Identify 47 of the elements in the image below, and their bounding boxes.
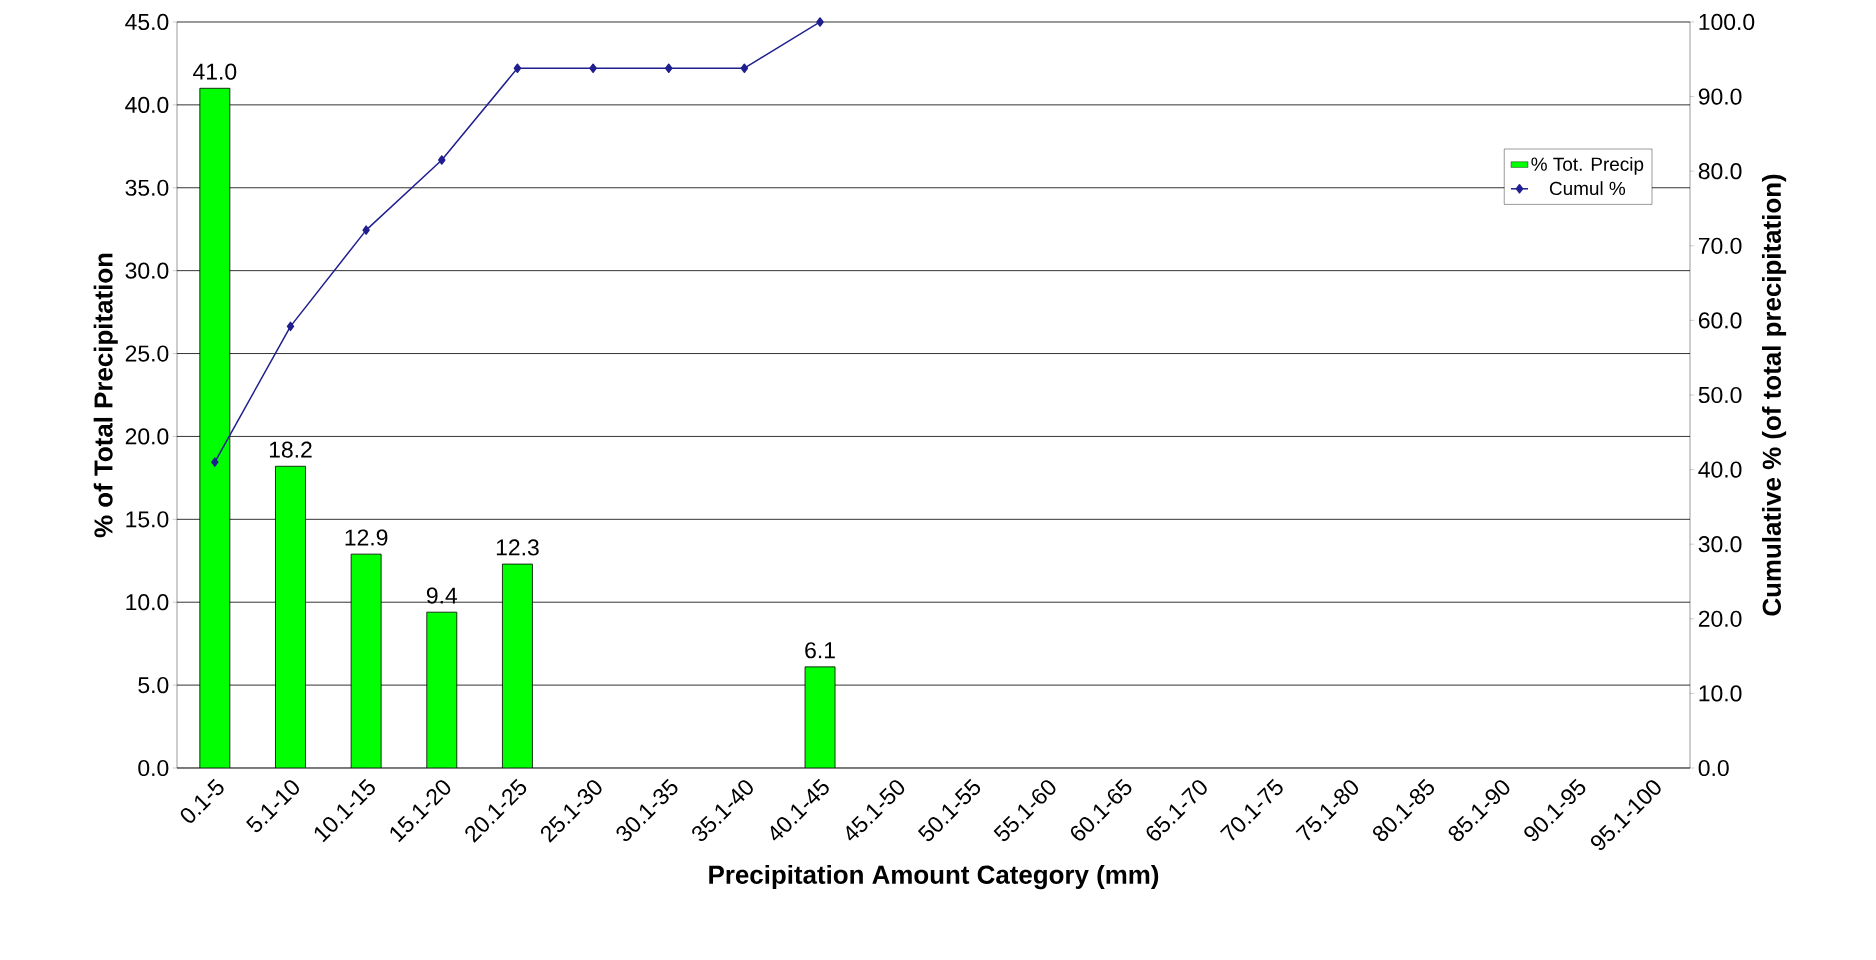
y-tick-label: 10.0 <box>126 594 169 611</box>
data-label: 41.0 <box>193 63 237 80</box>
bar <box>502 563 533 768</box>
data-label: 12.3 <box>496 539 539 556</box>
point <box>438 155 446 165</box>
data-label: 6.1 <box>805 642 835 659</box>
point <box>211 457 219 467</box>
legend-label: % Tot. Precip <box>1531 156 1644 175</box>
y2-axis-title: Cumulative % (of total precipitation) <box>1761 174 1787 616</box>
bar <box>804 666 836 768</box>
y-tick-label: 25.0 <box>125 345 169 362</box>
bar <box>350 553 382 768</box>
y2-tick-label: 90.0 <box>1698 88 1742 105</box>
y2-tick-label: 80.0 <box>1698 163 1742 180</box>
point <box>664 63 673 73</box>
data-label: 18.2 <box>269 441 312 458</box>
point <box>513 63 522 73</box>
point <box>816 17 824 27</box>
y2-tick-label: 70.0 <box>1698 237 1742 254</box>
y-tick-label: 30.0 <box>125 262 169 279</box>
y-tick-label: 0.0 <box>138 759 169 777</box>
y2-tick-label: 60.0 <box>1698 312 1742 329</box>
y-tick-label: 35.0 <box>125 179 169 196</box>
data-label: 12.9 <box>345 529 388 546</box>
y2-tick-label: 40.0 <box>1698 461 1742 478</box>
y-tick-label: 40.0 <box>125 96 169 113</box>
bar <box>199 87 231 768</box>
point <box>286 321 295 332</box>
y-tick-label: 45.0 <box>125 13 169 31</box>
y2-tick-label: 30.0 <box>1698 536 1742 553</box>
y-tick-label: 15.0 <box>126 511 169 528</box>
y2-tick-label: 20.0 <box>1698 610 1742 627</box>
point <box>362 225 370 235</box>
bar <box>426 611 458 768</box>
y-tick-label: 5.0 <box>138 676 169 694</box>
y-tick-label: 20.0 <box>125 428 169 445</box>
point <box>740 63 749 73</box>
y2-tick-label: 50.0 <box>1698 386 1742 404</box>
y2-tick-label: 10.0 <box>1699 685 1742 702</box>
data-label: 9.4 <box>426 587 458 604</box>
x-axis-title: Precipitation Amount Category (mm) <box>709 864 1159 890</box>
y-axis-title: % of Total Precipitation <box>93 253 118 538</box>
y2-tick-label: 100.0 <box>1699 13 1755 31</box>
point <box>589 63 597 73</box>
legend-label: Cumul % <box>1549 181 1626 196</box>
bar <box>275 465 306 768</box>
y2-tick-label: 0.0 <box>1698 759 1729 777</box>
